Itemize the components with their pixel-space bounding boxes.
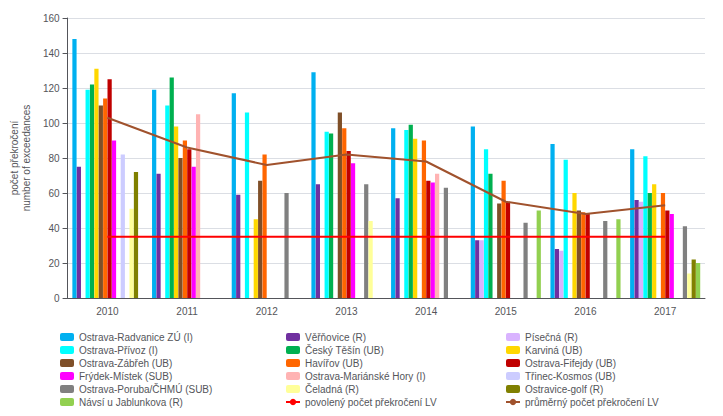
svg-text:Ostrava-Radvanice ZÚ (I): Ostrava-Radvanice ZÚ (I) (79, 331, 193, 343)
svg-text:Ostrava-Mariánské Hory (I): Ostrava-Mariánské Hory (I) (305, 371, 426, 382)
svg-text:Havířov (UB): Havířov (UB) (305, 358, 363, 369)
svg-text:Český Těšín (UB): Český Těšín (UB) (305, 344, 384, 356)
svg-text:Písečná (R): Písečná (R) (525, 332, 578, 343)
svg-text:2011: 2011 (176, 306, 198, 317)
svg-text:0: 0 (54, 293, 60, 304)
svg-text:2013: 2013 (335, 306, 358, 317)
svg-text:2012: 2012 (256, 306, 279, 317)
svg-text:počet překročení: počet překročení (9, 121, 20, 196)
svg-text:Ostrava-Poruba/ČHMÚ (SUB): Ostrava-Poruba/ČHMÚ (SUB) (79, 383, 212, 395)
svg-text:2016: 2016 (574, 306, 597, 317)
svg-text:Ostrava-Zábřeh (UB): Ostrava-Zábřeh (UB) (79, 358, 172, 369)
svg-text:Návsí u Jablunkova (R): Návsí u Jablunkova (R) (79, 397, 183, 408)
svg-text:Věřňovice (R): Věřňovice (R) (305, 332, 366, 343)
svg-text:number of exceedances: number of exceedances (21, 105, 32, 212)
svg-text:100: 100 (43, 118, 60, 129)
svg-text:Ostravice-golf (R): Ostravice-golf (R) (525, 384, 603, 395)
svg-text:120: 120 (43, 83, 60, 94)
svg-text:2014: 2014 (415, 306, 438, 317)
svg-text:2015: 2015 (495, 306, 518, 317)
svg-text:2010: 2010 (96, 306, 119, 317)
svg-text:Ostrava-Přívoz (I): Ostrava-Přívoz (I) (79, 345, 158, 356)
svg-text:Ostrava-Fifejdy (UB): Ostrava-Fifejdy (UB) (525, 358, 616, 369)
svg-text:Třinec-Kosmos (UB): Třinec-Kosmos (UB) (525, 371, 616, 382)
svg-text:40: 40 (48, 223, 60, 234)
svg-text:160: 160 (43, 13, 60, 24)
svg-text:140: 140 (43, 48, 60, 59)
svg-text:povolený počet překročení LV: povolený počet překročení LV (305, 397, 437, 408)
svg-text:průměrný počet překročení LV: průměrný počet překročení LV (525, 397, 659, 408)
svg-text:2017: 2017 (654, 306, 677, 317)
svg-text:20: 20 (48, 258, 60, 269)
svg-text:80: 80 (48, 153, 60, 164)
svg-text:Karviná (UB): Karviná (UB) (525, 345, 582, 356)
svg-text:Frýdek-Místek (SUB): Frýdek-Místek (SUB) (79, 371, 172, 382)
svg-text:60: 60 (48, 188, 60, 199)
svg-text:Čeladná (R): Čeladná (R) (305, 383, 359, 395)
